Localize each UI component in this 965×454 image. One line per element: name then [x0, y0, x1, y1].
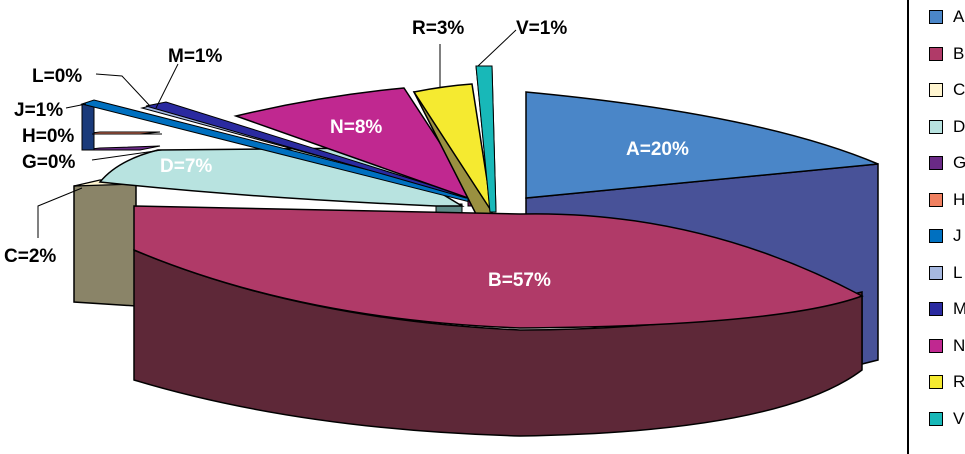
leader-L: [95, 73, 151, 107]
legend-label-C: C: [953, 80, 965, 99]
legend-item-M: M: [929, 299, 965, 318]
leader-C: [37, 187, 83, 238]
label-C: C=2%: [4, 246, 56, 267]
legend-label-G: G: [953, 153, 965, 172]
legend-item-G: G: [929, 153, 965, 172]
legend-item-C: C: [929, 80, 965, 99]
legend-swatch-A: [929, 10, 943, 24]
legend-swatch-J: [929, 229, 943, 243]
legend-label-B: B: [953, 43, 965, 63]
leader-M: [155, 63, 179, 109]
slice-C-side: [73, 179, 137, 307]
legend-swatch-B: [929, 46, 943, 61]
slice-A-top: [525, 91, 879, 199]
legend-swatch-V: [929, 411, 943, 426]
legend-item-N: N: [929, 335, 965, 355]
legend-swatch-L: [929, 265, 943, 280]
label-D: D=7%: [160, 156, 212, 177]
label-G: G=0%: [22, 152, 75, 173]
label-V: V=1%: [516, 18, 567, 39]
label-H: H=0%: [22, 126, 74, 147]
legend-item-V: V: [929, 408, 965, 428]
legend-label-V: V: [953, 408, 965, 428]
legend-label-H: H: [953, 189, 965, 209]
legend-swatch-M: [929, 302, 943, 316]
legend-label-M: M: [953, 299, 965, 318]
label-R: R=3%: [412, 18, 464, 39]
legend-label-A: A: [953, 7, 965, 26]
legend-label-L: L: [953, 262, 963, 282]
legend-swatch-G: [929, 156, 943, 170]
legend-item-A: A: [929, 7, 965, 26]
leader-lines: [37, 29, 517, 238]
legend-item-R: R: [929, 372, 965, 391]
label-L: L=0%: [32, 66, 82, 87]
slice-V: [475, 65, 497, 213]
legend-item-B: B: [929, 43, 965, 63]
slice-labels: A=20% B=57% C=2% D=7% G=0% H=0% J=1% L=0…: [4, 18, 689, 291]
leader-V: [477, 29, 517, 67]
slice-J-side: [81, 103, 95, 151]
slice-B-top: [133, 205, 864, 329]
legend-label-N: N: [953, 335, 965, 355]
leader-G: [91, 149, 163, 161]
slice-B: [133, 205, 864, 437]
slice-N-top: [233, 87, 478, 199]
label-J: J=1%: [14, 100, 63, 121]
legend-swatch-R: [929, 375, 943, 389]
label-N: N=8%: [330, 117, 382, 138]
slice-B-side: [133, 248, 863, 437]
legend-label-J: J: [953, 226, 962, 245]
leader-J: [65, 103, 87, 109]
slice-V-top: [475, 65, 497, 213]
slice-R-top: [412, 83, 493, 213]
legend-swatch-H: [929, 192, 943, 207]
label-A: A=20%: [626, 139, 689, 160]
legend-item-H: H: [929, 189, 965, 209]
legend-item-D: D: [929, 116, 965, 136]
legend-swatch-N: [929, 338, 943, 353]
legend-label-D: D: [953, 116, 965, 136]
legend-item-L: L: [929, 262, 963, 282]
legend-swatch-C: [929, 83, 943, 97]
legend-swatch-D: [929, 119, 943, 134]
pie-chart: A=20% B=57% C=2% D=7% G=0% H=0% J=1% L=0…: [4, 18, 879, 437]
legend-item-J: J: [929, 226, 962, 245]
slice-R: [412, 83, 493, 219]
legend-label-R: R: [953, 372, 965, 391]
label-B: B=57%: [488, 270, 551, 291]
label-M: M=1%: [168, 46, 222, 67]
